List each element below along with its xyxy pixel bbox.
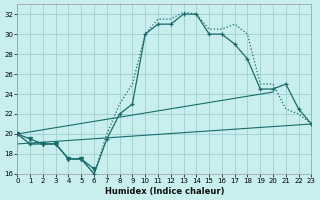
X-axis label: Humidex (Indice chaleur): Humidex (Indice chaleur): [105, 187, 224, 196]
